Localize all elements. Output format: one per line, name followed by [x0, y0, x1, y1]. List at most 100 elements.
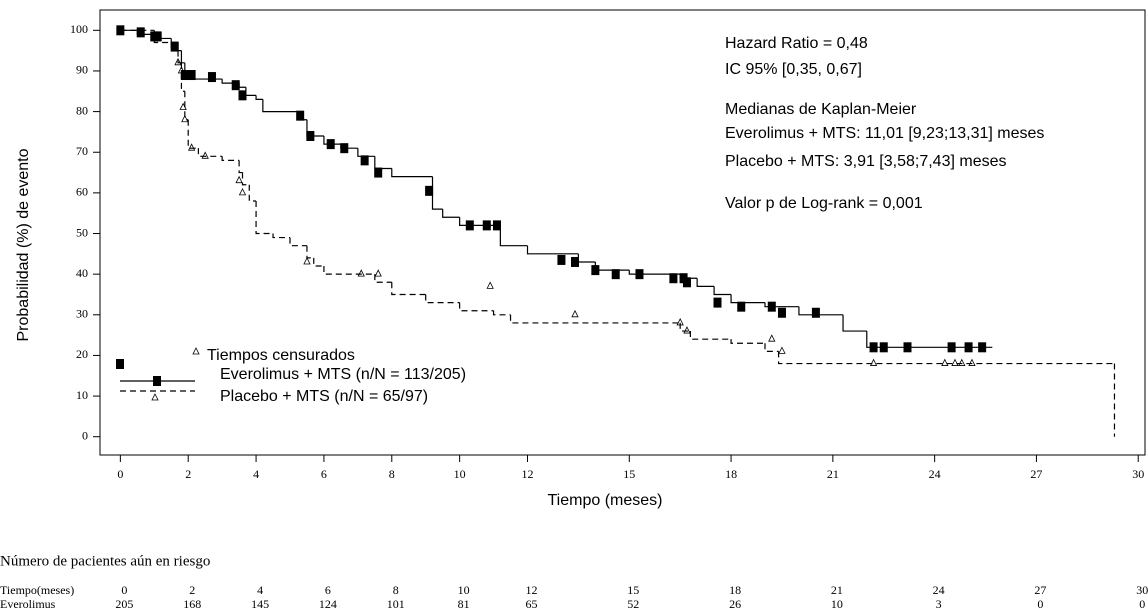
survival-step — [509, 314, 681, 324]
survival-step — [764, 343, 779, 352]
risk-cell: 18 — [729, 583, 741, 597]
censor-mark — [207, 72, 216, 83]
survival-step — [238, 160, 243, 174]
legend-censor-label: Tiempos censurados — [207, 347, 355, 364]
y-tick-label: 50 — [76, 225, 88, 239]
y-tick-label: 0 — [82, 428, 88, 442]
censor-mark — [941, 358, 949, 366]
risk-cell: 8 — [393, 583, 399, 597]
censor-mark — [177, 66, 186, 74]
survival-step — [255, 95, 263, 101]
survival-step — [248, 184, 257, 202]
legend-marker — [151, 393, 159, 401]
survival-step — [153, 30, 172, 44]
risk-cell: 21 — [831, 583, 843, 597]
survival-step — [594, 261, 630, 271]
censor-mark — [737, 301, 746, 312]
censor-mark — [136, 27, 145, 38]
annotation: Placebo + MTS: 3,91 [3,58;7,43] meses — [725, 153, 1007, 170]
x-tick-label: 15 — [623, 467, 635, 481]
survival-step — [357, 148, 375, 157]
censor-mark — [682, 277, 691, 288]
censor-mark — [235, 175, 243, 184]
survival-step — [323, 266, 375, 275]
risk-cell: 0 — [1037, 597, 1043, 611]
censor-mark — [181, 114, 189, 123]
risk-cell: 15 — [627, 583, 639, 597]
censor-mark — [340, 143, 349, 154]
censor-mark — [187, 70, 196, 81]
annotation: Everolimus + MTS: 11,01 [9,23;13,31] mes… — [725, 125, 1044, 142]
x-tick-label: 4 — [253, 467, 259, 481]
risk-cell: 0 — [121, 583, 127, 597]
risk-cell: 101 — [387, 597, 405, 611]
censor-mark — [425, 185, 434, 196]
survival-step — [374, 156, 392, 170]
survival-step — [241, 172, 250, 186]
annotation: Valor p de Log-rank = 0,001 — [725, 195, 923, 212]
censor-mark — [360, 155, 369, 166]
censor-mark — [869, 358, 878, 366]
censor-mark — [306, 130, 315, 141]
censor-mark — [374, 167, 383, 178]
survival-step — [730, 294, 765, 304]
annotation: Hazard Ratio = 0,48 — [725, 35, 868, 52]
survival-step — [499, 225, 528, 247]
survival-step — [628, 270, 681, 275]
legend-marker — [116, 359, 124, 369]
y-tick-label: 30 — [76, 307, 88, 321]
censor-mark — [768, 334, 776, 342]
censor-mark — [778, 346, 786, 354]
x-tick-label: 21 — [827, 467, 839, 481]
legend-marker — [192, 347, 200, 355]
x-tick-label: 30 — [1132, 467, 1144, 481]
risk-cell: 10 — [458, 583, 470, 597]
survival-step — [170, 42, 179, 52]
survival-step — [197, 148, 223, 157]
survival-step — [696, 278, 715, 287]
censor-mark — [676, 318, 684, 326]
censor-mark — [238, 187, 247, 196]
survival-step — [431, 176, 443, 210]
survival-step — [221, 156, 240, 161]
y-tick-label: 90 — [76, 63, 88, 77]
survival-step — [764, 302, 799, 308]
risk-cell: Everolimus — [0, 597, 56, 611]
survival-step — [184, 62, 189, 72]
survival-step — [255, 201, 274, 235]
x-tick-label: 2 — [185, 467, 191, 481]
x-tick-label: 24 — [929, 467, 941, 481]
censor-mark — [179, 102, 187, 110]
risk-cell: 3 — [936, 597, 942, 611]
legend-marker — [153, 376, 161, 386]
censor-mark — [903, 342, 912, 353]
survival-step — [526, 245, 579, 255]
annotation: Medianas de Kaplan-Meier — [725, 101, 917, 118]
risk-cell: 10 — [831, 597, 843, 611]
censor-mark — [201, 151, 209, 159]
survival-step — [323, 135, 341, 145]
y-tick-label: 60 — [76, 185, 88, 199]
survival-step — [442, 209, 460, 218]
censor-mark — [964, 342, 973, 353]
censor-mark — [303, 257, 311, 265]
survival-step — [374, 274, 392, 283]
censor-mark — [958, 358, 966, 366]
x-tick-label: 18 — [725, 467, 737, 481]
censor-mark — [557, 254, 566, 265]
y-tick-label: 100 — [70, 22, 88, 36]
survival-step — [577, 253, 596, 263]
survival-step — [777, 351, 1115, 365]
censor-mark — [170, 41, 179, 52]
x-tick-label: 8 — [389, 467, 395, 481]
survival-step — [798, 306, 844, 316]
annotation: IC 95% [0,35, 0,67] — [725, 61, 862, 78]
censor-mark — [326, 139, 335, 150]
censor-mark — [374, 269, 382, 277]
x-tick-label: 0 — [117, 467, 123, 481]
risk-cell: 27 — [1034, 583, 1046, 597]
censor-mark — [811, 307, 820, 318]
survival-step — [272, 233, 290, 239]
censor-mark — [951, 358, 959, 366]
y-axis-title: Probabilidad (%) de evento — [15, 148, 32, 341]
